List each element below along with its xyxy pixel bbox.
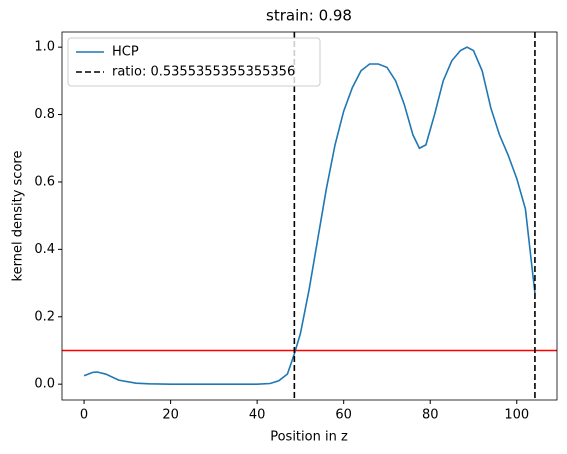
line-series: [83, 46, 536, 385]
chart-title: strain: 0.98: [266, 7, 352, 25]
y-tick-label: 0.6: [34, 174, 55, 189]
x-tick-label: 0: [80, 408, 88, 423]
y-tick-label: 0.2: [34, 309, 55, 324]
x-axis-label: Position in z: [270, 430, 348, 445]
y-tick-label: 0.8: [34, 107, 55, 122]
y-tick-label: 0.4: [34, 242, 55, 257]
legend-label: HCP: [112, 45, 139, 60]
legend-box: [67, 37, 321, 87]
x-tick-label: 20: [162, 408, 179, 423]
y-tick-label: 0.0: [34, 377, 55, 392]
x-tick-label: 80: [422, 408, 439, 423]
y-tick-label: 1.0: [34, 40, 55, 55]
x-tick-label: 40: [249, 408, 266, 423]
legend-label: ratio: 0.5355355355355356: [112, 65, 295, 80]
y-axis-label: kernel density score: [11, 151, 26, 282]
x-tick-label: 100: [504, 408, 529, 423]
x-tick-label: 60: [335, 408, 352, 423]
axes-frame: [61, 31, 558, 401]
